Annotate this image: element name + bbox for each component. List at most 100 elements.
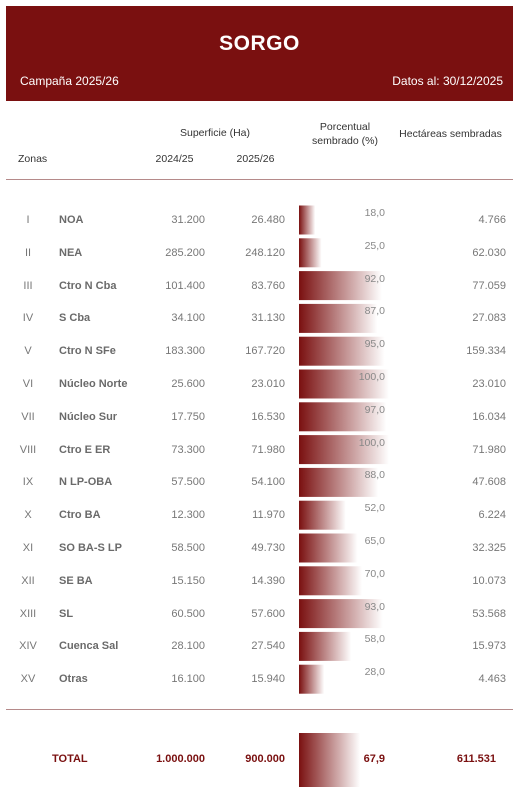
pct-bar	[299, 599, 383, 629]
row-number: IX	[22, 476, 34, 489]
column-header-2024: 2024/25	[155, 153, 194, 165]
pct-bar	[299, 664, 325, 694]
pct-bar	[299, 271, 382, 301]
pct-label: 25,0	[364, 239, 385, 252]
surface-2024: 12.300	[171, 509, 205, 522]
surface-2025: 167.720	[245, 345, 285, 358]
total-2024: 1.000.000	[156, 753, 205, 765]
column-header-2025: 2025/26	[236, 153, 275, 165]
surface-2025: 49.730	[251, 542, 285, 554]
pct-label: 65,0	[364, 535, 385, 547]
pct-label: 52,0	[364, 502, 385, 515]
surface-2024: 28.100	[171, 640, 205, 653]
pct-bar	[299, 303, 378, 333]
surface-2025: 26.480	[251, 214, 285, 226]
total-label: TOTAL	[52, 753, 88, 765]
hectares-sown: 16.034	[472, 410, 506, 423]
surface-2024: 285.200	[165, 246, 205, 259]
zone-name: Ctro BA	[59, 509, 101, 522]
zone-name: N LP-OBA	[59, 476, 113, 489]
hectares-sown: 71.980	[472, 443, 506, 456]
surface-2024: 58.500	[171, 542, 205, 554]
column-header-hectareas: Hectáreas sembradas	[399, 128, 502, 140]
zone-name: Otras	[59, 673, 88, 686]
pct-label: 100,0	[358, 371, 385, 383]
zone-name: NOA	[59, 214, 84, 226]
surface-2025: 57.600	[251, 607, 285, 620]
pct-label: 28,0	[364, 666, 385, 679]
surface-2024: 25.600	[171, 378, 205, 390]
surface-2024: 15.150	[171, 574, 205, 587]
hectares-sown: 23.010	[472, 378, 506, 390]
surface-2025: 15.940	[251, 673, 285, 686]
pct-label: 92,0	[364, 272, 385, 285]
hectares-sown: 27.083	[472, 312, 506, 325]
total-pct: 67,9	[363, 753, 385, 765]
pct-label: 70,0	[364, 567, 385, 580]
row-number: VII	[21, 410, 35, 423]
column-header-superficie: Superficie (Ha)	[179, 127, 251, 139]
pct-bar	[299, 402, 387, 432]
header-divider	[6, 179, 513, 180]
column-header-pct-line1: Porcentual	[319, 121, 371, 133]
pct-label: 87,0	[364, 305, 385, 318]
row-number: I	[26, 214, 30, 226]
surface-2025: 248.120	[245, 246, 285, 259]
pct-bar	[299, 369, 389, 399]
row-number: III	[23, 279, 33, 292]
zone-name: Ctro N SFe	[59, 345, 116, 358]
zone-name: S Cba	[59, 312, 91, 325]
surface-2025: 71.980	[251, 443, 285, 456]
pct-label: 18,0	[364, 207, 385, 219]
zone-name: Ctro N Cba	[59, 279, 117, 292]
total-divider	[6, 709, 513, 710]
total-2025: 900.000	[245, 753, 285, 765]
surface-2025: 31.130	[251, 312, 285, 325]
row-number: XIV	[19, 640, 37, 653]
row-number: X	[24, 509, 32, 522]
surface-2024: 17.750	[171, 410, 205, 423]
surface-2024: 183.300	[165, 345, 205, 358]
hectares-sown: 77.059	[472, 279, 506, 292]
hectares-sown: 15.973	[472, 640, 506, 653]
row-number: IV	[22, 312, 34, 325]
pct-bar	[299, 336, 385, 366]
surface-2025: 11.970	[252, 509, 285, 522]
pct-label: 100,0	[358, 436, 385, 449]
surface-2025: 14.390	[251, 574, 285, 587]
row-number: V	[24, 345, 32, 358]
row-number: VIII	[19, 443, 37, 456]
surface-2024: 101.400	[165, 279, 205, 292]
zone-name: SE BA	[59, 574, 93, 587]
hectares-sown: 32.325	[472, 542, 506, 554]
row-number: XI	[22, 542, 34, 554]
hectares-sown: 4.766	[478, 214, 506, 226]
campaign-label: Campaña 2025/26	[20, 74, 119, 88]
surface-2025: 27.540	[251, 640, 285, 653]
surface-2025: 54.100	[251, 476, 285, 489]
hectares-sown: 159.334	[466, 345, 506, 358]
row-number: XV	[20, 673, 36, 686]
pct-bar	[299, 631, 352, 661]
surface-2024: 60.500	[171, 607, 205, 620]
total-hectareas: 611.531	[456, 753, 496, 765]
pct-label: 88,0	[364, 469, 385, 482]
hectares-sown: 10.073	[472, 574, 506, 587]
zone-name: SO BA-S LP	[59, 542, 122, 554]
total-pct-bar	[299, 733, 361, 787]
pct-bar	[299, 435, 389, 465]
zone-name: Ctro E ER	[59, 443, 111, 456]
zone-name: Núcleo Norte	[59, 378, 128, 390]
hectares-sown: 62.030	[472, 246, 506, 259]
pct-bar	[299, 205, 316, 235]
title-banner: SORGO Campaña 2025/26 Datos al: 30/12/20…	[6, 6, 513, 101]
row-number: XII	[21, 574, 35, 587]
hectares-sown: 47.608	[472, 476, 506, 489]
data-date-label: Datos al: 30/12/2025	[392, 74, 503, 88]
zone-name: Núcleo Sur	[59, 410, 118, 423]
page-title: SORGO	[219, 32, 300, 55]
pct-bar	[299, 500, 346, 530]
hectares-sown: 53.568	[472, 607, 506, 620]
column-header-pct-line2: sembrado (%)	[312, 135, 378, 147]
